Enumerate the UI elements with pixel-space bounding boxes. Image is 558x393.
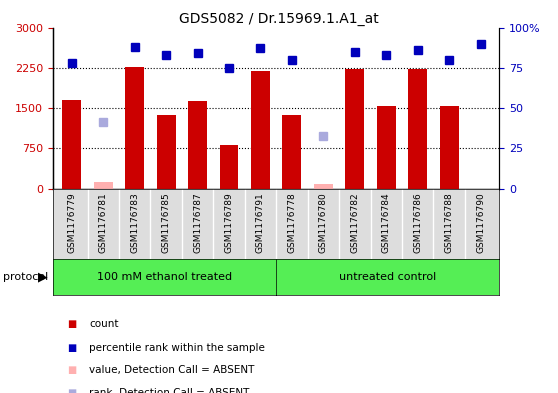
Bar: [377, 107, 396, 189]
Text: count: count: [89, 319, 119, 329]
Text: ■: ■: [67, 365, 76, 375]
Text: untreated control: untreated control: [339, 272, 436, 282]
Bar: [314, 184, 333, 189]
Bar: [188, 101, 207, 189]
Text: percentile rank within the sample: percentile rank within the sample: [89, 343, 265, 353]
Text: GSM1176789: GSM1176789: [224, 192, 234, 253]
Text: 100 mM ethanol treated: 100 mM ethanol treated: [97, 272, 232, 282]
Text: ▶: ▶: [38, 270, 47, 284]
Text: GSM1176781: GSM1176781: [99, 192, 108, 253]
Bar: [126, 67, 144, 189]
Text: value, Detection Call = ABSENT: value, Detection Call = ABSENT: [89, 365, 254, 375]
Text: ■: ■: [67, 343, 76, 353]
Bar: [251, 71, 270, 189]
Bar: [282, 114, 301, 189]
Text: GSM1176790: GSM1176790: [476, 192, 485, 253]
Text: protocol: protocol: [3, 272, 48, 282]
Text: GSM1176782: GSM1176782: [350, 192, 359, 253]
Text: GSM1176780: GSM1176780: [319, 192, 328, 253]
Text: GSM1176787: GSM1176787: [193, 192, 202, 253]
Bar: [220, 145, 238, 189]
Text: GSM1176788: GSM1176788: [445, 192, 454, 253]
Bar: [408, 70, 427, 189]
Text: GSM1176785: GSM1176785: [162, 192, 171, 253]
Bar: [440, 107, 459, 189]
Text: GDS5082 / Dr.15969.1.A1_at: GDS5082 / Dr.15969.1.A1_at: [179, 12, 379, 26]
Text: ■: ■: [67, 388, 76, 393]
Bar: [345, 70, 364, 189]
Text: GSM1176786: GSM1176786: [413, 192, 422, 253]
Text: GSM1176783: GSM1176783: [130, 192, 140, 253]
Text: GSM1176779: GSM1176779: [68, 192, 76, 253]
Text: GSM1176778: GSM1176778: [287, 192, 296, 253]
Bar: [94, 182, 113, 189]
Text: ■: ■: [67, 319, 76, 329]
Text: rank, Detection Call = ABSENT: rank, Detection Call = ABSENT: [89, 388, 249, 393]
Text: GSM1176784: GSM1176784: [382, 192, 391, 253]
Bar: [157, 114, 176, 189]
Bar: [62, 100, 81, 189]
Text: GSM1176791: GSM1176791: [256, 192, 265, 253]
